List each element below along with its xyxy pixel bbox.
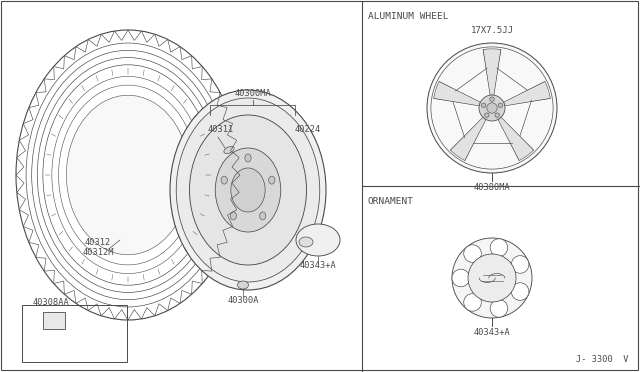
- Ellipse shape: [215, 148, 281, 232]
- Text: J- 3300  V: J- 3300 V: [575, 355, 628, 364]
- Circle shape: [490, 97, 494, 101]
- Circle shape: [464, 245, 481, 262]
- Circle shape: [452, 238, 532, 318]
- Text: 40308AA: 40308AA: [33, 298, 70, 307]
- Text: 40343+A: 40343+A: [474, 328, 510, 337]
- Circle shape: [498, 103, 502, 108]
- Circle shape: [490, 239, 508, 256]
- Text: 40312M: 40312M: [83, 248, 114, 257]
- Ellipse shape: [245, 154, 251, 162]
- Circle shape: [468, 254, 516, 302]
- Circle shape: [511, 283, 529, 300]
- Ellipse shape: [224, 147, 234, 154]
- Ellipse shape: [221, 176, 227, 184]
- Circle shape: [479, 95, 505, 121]
- Ellipse shape: [231, 168, 265, 212]
- Polygon shape: [483, 49, 501, 95]
- Circle shape: [490, 299, 508, 317]
- Text: 40312: 40312: [85, 238, 111, 247]
- Text: 40380MA: 40380MA: [474, 183, 510, 192]
- Circle shape: [464, 294, 481, 311]
- Ellipse shape: [16, 30, 240, 320]
- Circle shape: [452, 269, 470, 287]
- Ellipse shape: [296, 224, 340, 256]
- Circle shape: [487, 103, 497, 113]
- Ellipse shape: [260, 212, 266, 220]
- Circle shape: [495, 113, 499, 117]
- Circle shape: [511, 256, 529, 273]
- Ellipse shape: [189, 115, 307, 265]
- Text: ALUMINUM WHEEL: ALUMINUM WHEEL: [368, 12, 449, 21]
- Ellipse shape: [230, 212, 236, 220]
- Text: 40343+A: 40343+A: [300, 261, 337, 270]
- Ellipse shape: [67, 95, 189, 255]
- Text: 40300MA: 40300MA: [234, 89, 271, 98]
- Circle shape: [427, 43, 557, 173]
- Ellipse shape: [269, 176, 275, 184]
- Ellipse shape: [170, 90, 326, 290]
- Text: ORNAMENT: ORNAMENT: [368, 197, 414, 206]
- Polygon shape: [434, 81, 481, 106]
- Bar: [43, 312, 65, 329]
- Polygon shape: [451, 117, 486, 160]
- Circle shape: [481, 103, 486, 108]
- Text: 40311: 40311: [208, 125, 234, 134]
- Text: 17X7.5JJ: 17X7.5JJ: [470, 26, 513, 35]
- Text: 40300A: 40300A: [227, 296, 259, 305]
- Ellipse shape: [299, 237, 313, 247]
- Polygon shape: [504, 81, 550, 106]
- Polygon shape: [498, 117, 534, 160]
- Bar: [22, 305, 127, 362]
- Circle shape: [484, 113, 489, 117]
- Text: 40224: 40224: [295, 125, 321, 134]
- Ellipse shape: [176, 98, 320, 282]
- Ellipse shape: [237, 281, 248, 289]
